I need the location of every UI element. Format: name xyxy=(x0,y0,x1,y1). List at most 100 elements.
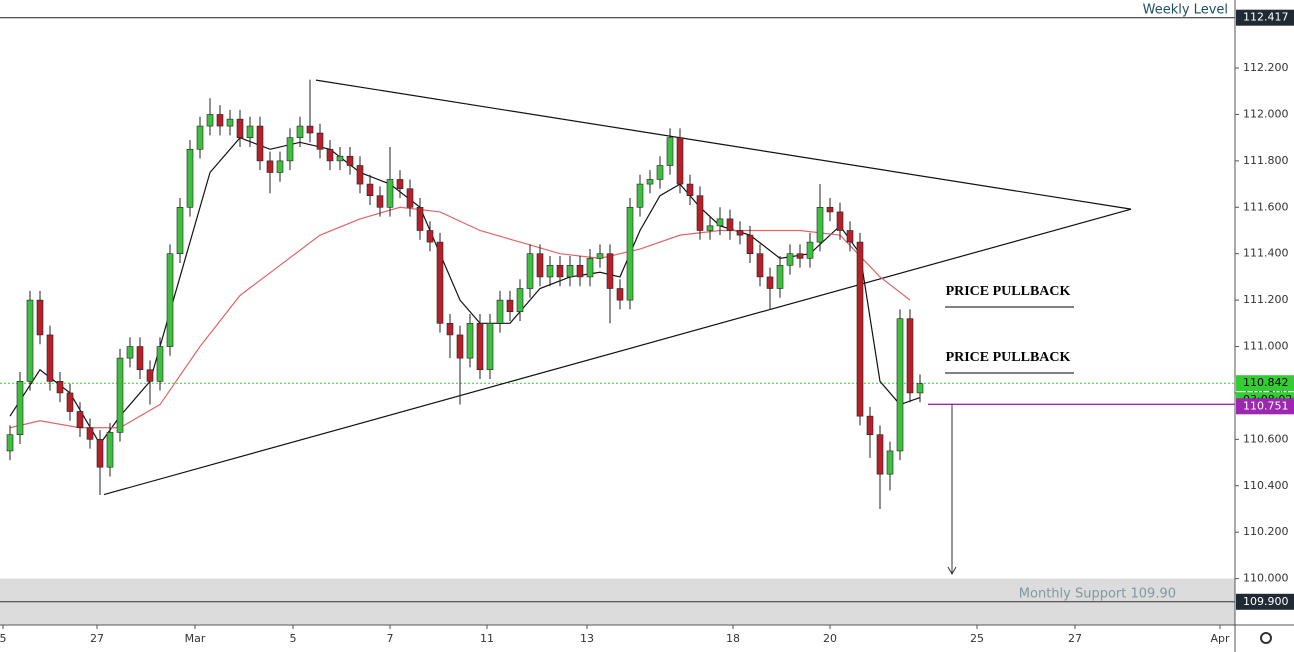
annotation: PRICE PULLBACK xyxy=(946,350,1071,365)
trendline xyxy=(103,208,1132,496)
candle-body xyxy=(766,276,774,289)
candle-body xyxy=(446,323,454,336)
candle-body xyxy=(326,148,334,162)
candle-body xyxy=(316,132,324,150)
x-tick-label: 11 xyxy=(480,632,494,645)
candle-body xyxy=(156,346,164,382)
candle-body xyxy=(656,165,664,180)
candle-body xyxy=(76,411,84,429)
candle-body xyxy=(536,253,544,278)
price-tag xyxy=(1236,398,1294,415)
y-tick-label: 110.400 xyxy=(1243,479,1289,492)
candle-body xyxy=(96,439,104,468)
candle-body xyxy=(306,125,314,134)
plot xyxy=(0,17,1235,625)
candle-body xyxy=(366,183,374,196)
x-tick-label: 20 xyxy=(823,632,837,645)
candle-body xyxy=(26,299,34,382)
candle-body xyxy=(166,253,174,347)
candle-body xyxy=(286,137,294,162)
moving-average xyxy=(9,206,911,429)
candle-body xyxy=(336,155,344,162)
candle-body xyxy=(456,334,464,359)
candle-body xyxy=(56,381,64,394)
candle-body xyxy=(856,241,864,417)
candle-body xyxy=(426,230,434,243)
x-tick-label: Apr xyxy=(1210,632,1230,645)
candle-body xyxy=(256,125,264,162)
candle-body xyxy=(836,211,844,231)
candle-body xyxy=(466,323,474,359)
settings-icon[interactable] xyxy=(1260,632,1272,644)
candle-body xyxy=(6,434,14,452)
candle-body xyxy=(526,253,534,289)
candle-body xyxy=(106,432,114,468)
candle-body xyxy=(556,265,564,278)
candle-body xyxy=(416,206,424,231)
candle-body xyxy=(726,218,734,231)
candle-body xyxy=(876,434,884,475)
candle-body xyxy=(196,125,204,150)
candle-body xyxy=(186,148,194,208)
price-tag-label: 110.842 xyxy=(1243,376,1289,389)
candle-body xyxy=(596,253,604,259)
candle-body xyxy=(16,381,24,436)
y-tick-label: 112.200 xyxy=(1243,61,1289,74)
candle-body xyxy=(846,230,854,243)
x-tick-label: 5 xyxy=(0,632,7,645)
candle-body xyxy=(706,225,714,231)
candle-body xyxy=(356,165,364,185)
moving-average xyxy=(9,136,921,446)
y-tick-label: 111.000 xyxy=(1243,340,1289,353)
candle-body xyxy=(126,346,134,359)
candle-body xyxy=(296,125,304,138)
x-tick-label: Mar xyxy=(185,632,206,645)
candle-body xyxy=(406,188,414,208)
price-tag xyxy=(1236,9,1294,26)
trendline xyxy=(315,79,1132,210)
candle-body xyxy=(436,241,444,324)
candle-body xyxy=(696,195,704,231)
candle-body xyxy=(806,241,814,259)
candle-body xyxy=(916,383,924,394)
x-tick-label: 13 xyxy=(580,632,594,645)
x-tick-label: 25 xyxy=(970,632,984,645)
annotation: PRICE PULLBACK xyxy=(946,284,1071,299)
candle-body xyxy=(626,206,634,301)
candle-body xyxy=(796,253,804,259)
candle-body xyxy=(496,299,504,324)
candle-body xyxy=(36,299,44,336)
candle-body xyxy=(606,253,614,289)
x-tick-label: 7 xyxy=(387,632,394,645)
monthly-support-label: Monthly Support 109.90 xyxy=(1019,587,1176,602)
candle-body xyxy=(176,206,184,255)
x-tick-label: 18 xyxy=(726,632,740,645)
candle-body xyxy=(276,160,284,173)
y-tick-label: 111.400 xyxy=(1243,247,1289,260)
candle-body xyxy=(226,118,234,127)
candle-body xyxy=(746,234,754,255)
candle-body xyxy=(516,288,524,313)
candle-body xyxy=(486,323,494,371)
candle-body xyxy=(716,218,724,227)
y-tick-label: 110.200 xyxy=(1243,525,1289,538)
candle-body xyxy=(86,427,94,440)
y-tick-label: 110.600 xyxy=(1243,432,1289,445)
y-tick-label: 111.600 xyxy=(1243,200,1289,213)
price-tag xyxy=(1236,593,1294,610)
candle-body xyxy=(146,369,154,382)
candle-body xyxy=(586,258,594,278)
candle-body xyxy=(236,118,244,138)
candle-body xyxy=(346,155,354,166)
arrow-head xyxy=(947,566,957,575)
candle-body xyxy=(666,137,674,166)
candle-body xyxy=(776,265,784,289)
candle-body xyxy=(786,253,794,266)
candle-body xyxy=(376,195,384,208)
price-tag xyxy=(1236,375,1294,392)
candle-body xyxy=(266,160,274,173)
candle-body xyxy=(866,415,874,436)
candle-body xyxy=(216,114,224,127)
